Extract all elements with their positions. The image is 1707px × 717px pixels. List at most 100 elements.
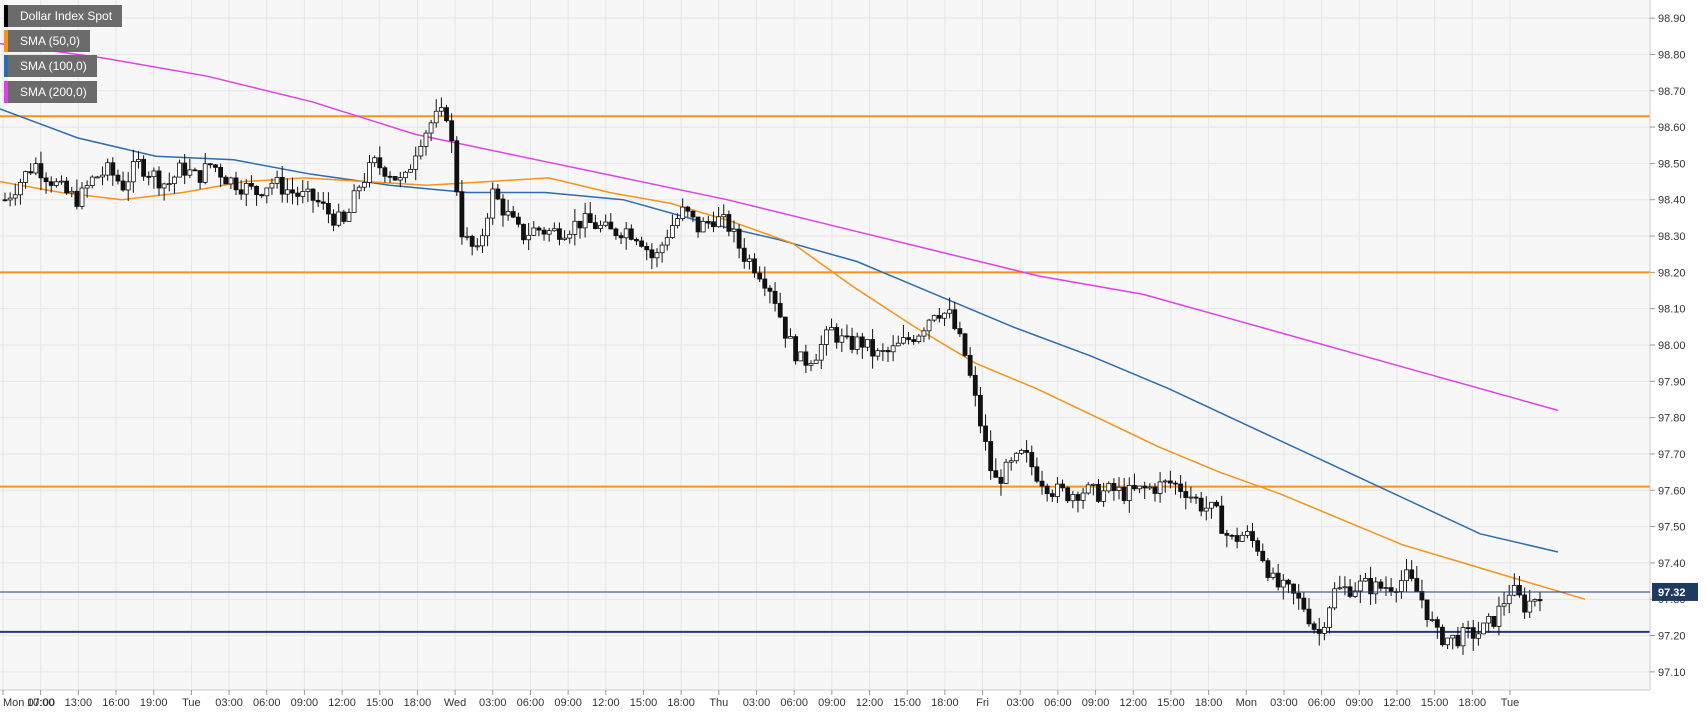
price-tick-label: 97.90 xyxy=(1658,376,1686,388)
price-axis: 98.90 98.80 98.70 98.60 98.50 98.40 98.30 98.20… xyxy=(1649,0,1686,690)
candle-body xyxy=(1162,480,1168,483)
candle-body xyxy=(870,339,876,357)
candle-body xyxy=(223,176,229,185)
time-tick-label: 12:00 xyxy=(1119,697,1147,709)
candle-body xyxy=(454,140,460,193)
candle-body xyxy=(1501,603,1507,607)
candle-body xyxy=(1388,587,1394,592)
candle-body xyxy=(1044,485,1050,495)
candle-body xyxy=(356,186,362,192)
candle-body xyxy=(1363,578,1368,582)
candle-body xyxy=(1260,550,1266,562)
candle-body xyxy=(1511,585,1517,596)
candle-body xyxy=(89,176,95,186)
candle-body xyxy=(1383,587,1389,590)
candle-body xyxy=(459,191,465,238)
candle-body xyxy=(64,180,70,194)
candle-body xyxy=(95,176,100,179)
candle-body xyxy=(331,213,336,226)
time-tick-label: Fri xyxy=(976,697,989,709)
time-tick-label: 09:00 xyxy=(818,697,846,709)
candle-body xyxy=(613,228,619,237)
candle-body xyxy=(818,344,824,361)
candle-body xyxy=(1019,449,1024,454)
candle-body xyxy=(1178,483,1184,492)
candle-body xyxy=(757,272,763,280)
candle-body xyxy=(1280,579,1286,588)
candle-body xyxy=(762,278,768,289)
candle-body xyxy=(315,199,321,203)
price-tick-label: 98.30 xyxy=(1658,231,1686,243)
candle-body xyxy=(2,199,8,202)
candle-body xyxy=(618,235,624,239)
legend-sma-50[interactable]: SMA (50,0) xyxy=(4,30,91,52)
candle-body xyxy=(947,309,953,314)
time-tick-label: 09:00 xyxy=(291,697,319,709)
time-tick-label: 18:00 xyxy=(1195,697,1223,709)
candle-body xyxy=(418,145,424,157)
candle-body xyxy=(885,350,891,353)
candle-body xyxy=(875,350,881,357)
candle-body xyxy=(249,182,254,187)
time-tick-label: 15:00 xyxy=(1157,697,1185,709)
legend-dollar-index[interactable]: Dollar Index Spot xyxy=(4,5,123,27)
candle-body xyxy=(33,163,39,174)
price-tick-label: 98.70 xyxy=(1658,86,1686,98)
candle-body xyxy=(1506,594,1512,605)
candle-body xyxy=(1116,486,1122,491)
price-tick-label: 97.50 xyxy=(1658,522,1686,534)
candle-body xyxy=(829,327,834,331)
time-tick-label: 15:00 xyxy=(893,697,921,709)
candle-body xyxy=(803,351,809,366)
candle-body xyxy=(752,258,757,274)
candle-body xyxy=(854,336,860,350)
legend-sma-100[interactable]: SMA (100,0) xyxy=(4,55,97,77)
candle-body xyxy=(1265,560,1271,578)
candle-body xyxy=(53,181,59,186)
candle-body xyxy=(177,162,182,178)
time-tick-label: 12:00 xyxy=(328,697,356,709)
candle-body xyxy=(777,303,783,318)
candle-body xyxy=(367,162,372,183)
candle-body xyxy=(172,176,177,185)
price-tick-label: 98.90 xyxy=(1658,13,1686,25)
legend-sma-200[interactable]: SMA (200,0) xyxy=(4,81,97,103)
candle-body xyxy=(782,316,788,339)
candle-body xyxy=(469,235,475,247)
candle-body xyxy=(1250,531,1255,542)
candle-body xyxy=(290,189,295,194)
candle-body xyxy=(582,213,588,229)
price-tick-label: 97.20 xyxy=(1658,631,1686,643)
candle-body xyxy=(531,227,537,236)
candle-body xyxy=(1039,480,1045,487)
candle-body xyxy=(1311,623,1317,630)
candle-body xyxy=(166,183,172,186)
candle-body xyxy=(213,164,218,168)
candle-body xyxy=(156,170,162,189)
candle-body xyxy=(413,155,419,170)
candle-body xyxy=(146,175,152,178)
candle-body xyxy=(495,188,501,200)
candle-body xyxy=(957,328,963,335)
candle-body xyxy=(295,192,301,197)
candle-body xyxy=(1532,599,1538,602)
candle-body xyxy=(911,339,917,342)
candle-body xyxy=(721,214,727,218)
candle-body xyxy=(526,234,532,241)
candle-body xyxy=(1398,580,1404,592)
candle-body xyxy=(238,189,244,195)
candle-body xyxy=(485,217,490,237)
candle-body xyxy=(1096,483,1101,502)
candle-body xyxy=(685,206,691,212)
candle-body xyxy=(269,182,275,189)
sma-200-line xyxy=(0,42,1559,412)
candle-body xyxy=(1409,569,1415,579)
candle-body xyxy=(387,175,393,178)
price-tick-label: 97.40 xyxy=(1658,558,1686,570)
candle-body xyxy=(382,167,388,177)
time-tick-label: 06:00 xyxy=(780,697,808,709)
time-tick-label: 18:00 xyxy=(404,697,432,709)
